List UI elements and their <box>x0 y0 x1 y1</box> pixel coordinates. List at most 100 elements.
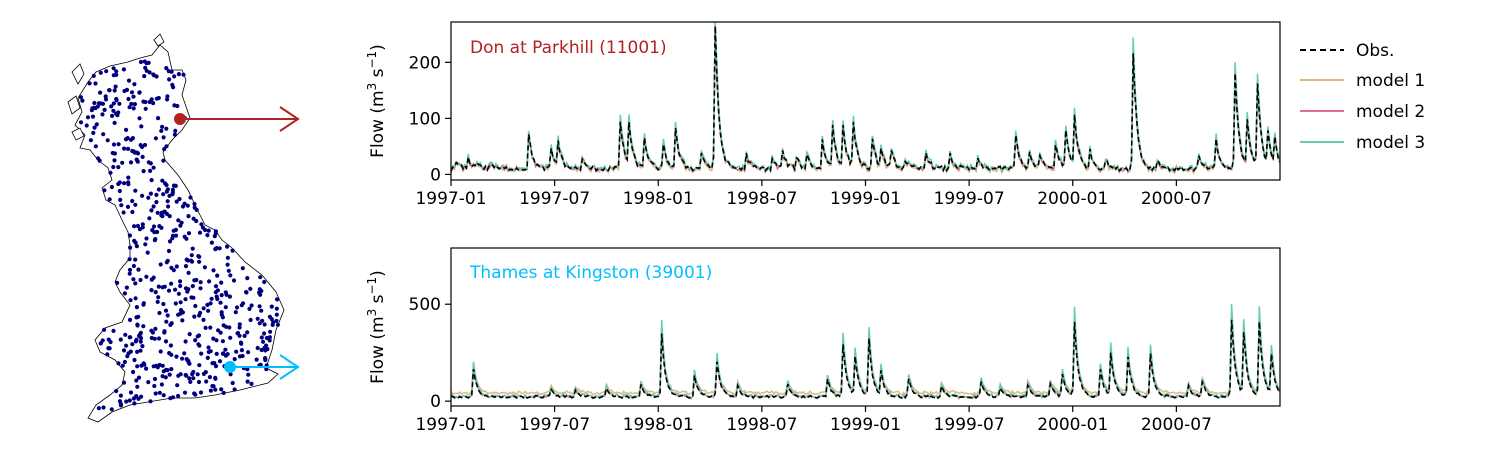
gauge-dot <box>267 335 272 340</box>
gauge-dot <box>228 335 233 340</box>
gauge-dot <box>122 146 127 151</box>
gauge-dot <box>189 253 194 258</box>
gauge-dot <box>180 356 185 361</box>
gauge-dot <box>201 306 206 311</box>
gauge-dot <box>151 101 156 106</box>
gauge-dot <box>263 356 268 361</box>
gauge-dot <box>105 352 110 357</box>
gauge-dot <box>262 279 267 285</box>
gauge-dot <box>159 382 164 387</box>
gauge-dot <box>264 367 269 372</box>
gauge-dot <box>169 281 174 286</box>
gauge-dot <box>135 364 140 369</box>
gauge-dot <box>133 188 138 193</box>
gauge-dot <box>131 277 136 282</box>
gauge-dot <box>100 338 105 343</box>
gauge-dot <box>136 375 142 380</box>
gauge-dot <box>258 362 263 367</box>
gauge-dot <box>153 136 158 141</box>
gauge-dot <box>178 300 183 305</box>
gauge-dot <box>88 138 93 143</box>
gauge-dot <box>123 332 128 337</box>
gauge-dot <box>132 401 137 406</box>
gauge-dot <box>116 165 121 170</box>
gauge-dot <box>199 222 204 227</box>
gauge-dot <box>122 359 127 365</box>
gauge-dot <box>141 361 146 366</box>
gauge-dot <box>138 332 143 337</box>
gauge-dot <box>118 197 123 202</box>
gauge-dot <box>94 122 99 127</box>
gauge-dot <box>160 285 165 290</box>
gauge-dot <box>193 303 198 309</box>
gauge-dot <box>173 233 179 238</box>
gauge-dot <box>169 265 174 270</box>
gauge-dot <box>115 280 120 285</box>
don-annotation: Don at Parkhill (11001) <box>470 38 667 58</box>
gauge-dot <box>117 399 123 404</box>
gauge-dot <box>205 302 210 307</box>
gauge-dot <box>161 135 166 140</box>
gauge-dot <box>150 330 155 335</box>
gauge-dot <box>138 348 143 353</box>
gauge-dot <box>219 387 224 392</box>
gauge-dot <box>228 372 233 377</box>
gauge-dot <box>203 370 208 375</box>
gauge-dot <box>259 335 264 340</box>
gauge-dot <box>182 234 187 239</box>
gauge-dot <box>126 96 131 102</box>
gauge-dot <box>129 90 135 95</box>
gauge-dot <box>235 331 241 336</box>
gauge-dot <box>191 376 196 381</box>
gauge-dot <box>129 101 134 107</box>
gauge-dot <box>160 214 165 219</box>
gauge-dot <box>226 268 231 273</box>
thames-ytick-label: 0 <box>430 392 441 412</box>
gauge-dot <box>154 192 159 197</box>
gauge-dot <box>93 81 98 86</box>
gauge-dot <box>274 306 279 311</box>
gauge-dot <box>172 132 177 137</box>
don-ytick-label: 0 <box>430 165 441 185</box>
thames-xtick-label: 1997-01 <box>415 415 486 435</box>
gauge-dot <box>145 250 150 255</box>
gauge-dot <box>205 233 210 238</box>
gauge-dot <box>159 128 164 133</box>
don-series-model-1 <box>450 26 1281 175</box>
gauge-dot <box>274 312 279 317</box>
gauge-dot <box>237 322 242 327</box>
gauge-dot <box>138 277 143 283</box>
island-lewis <box>71 63 85 85</box>
gauge-dot <box>128 349 133 354</box>
gauge-dot <box>130 148 135 154</box>
gauge-dot <box>92 125 97 130</box>
gauge-dot <box>154 200 159 205</box>
gauge-dot <box>162 147 167 152</box>
gauge-dot <box>122 291 127 296</box>
gauge-dot <box>143 106 148 111</box>
gauge-dot <box>148 191 153 196</box>
gauge-dot <box>128 298 133 303</box>
gauge-dot <box>126 146 131 151</box>
gauge-dot <box>157 390 162 395</box>
gauge-dot <box>264 343 269 348</box>
gauge-dot <box>149 208 154 213</box>
gauge-dot <box>126 78 132 83</box>
gauge-dot <box>134 378 139 383</box>
gauge-dot <box>184 357 189 362</box>
gauge-dot <box>214 338 219 343</box>
gauge-dot <box>89 108 94 113</box>
thames-arrow-head <box>279 354 300 380</box>
gauge-dot <box>143 99 148 105</box>
gauge-dot <box>178 372 183 377</box>
gauge-dot <box>152 230 157 235</box>
gauge-dot <box>220 315 225 320</box>
gauge-dot <box>78 120 84 125</box>
gauge-dot <box>237 325 242 330</box>
gauge-dot <box>176 291 181 296</box>
gauge-dot <box>213 284 219 289</box>
gauge-dot <box>180 318 185 323</box>
gauge-dot <box>225 244 230 249</box>
gauge-dot <box>109 407 114 412</box>
gauge-dot <box>114 98 119 103</box>
